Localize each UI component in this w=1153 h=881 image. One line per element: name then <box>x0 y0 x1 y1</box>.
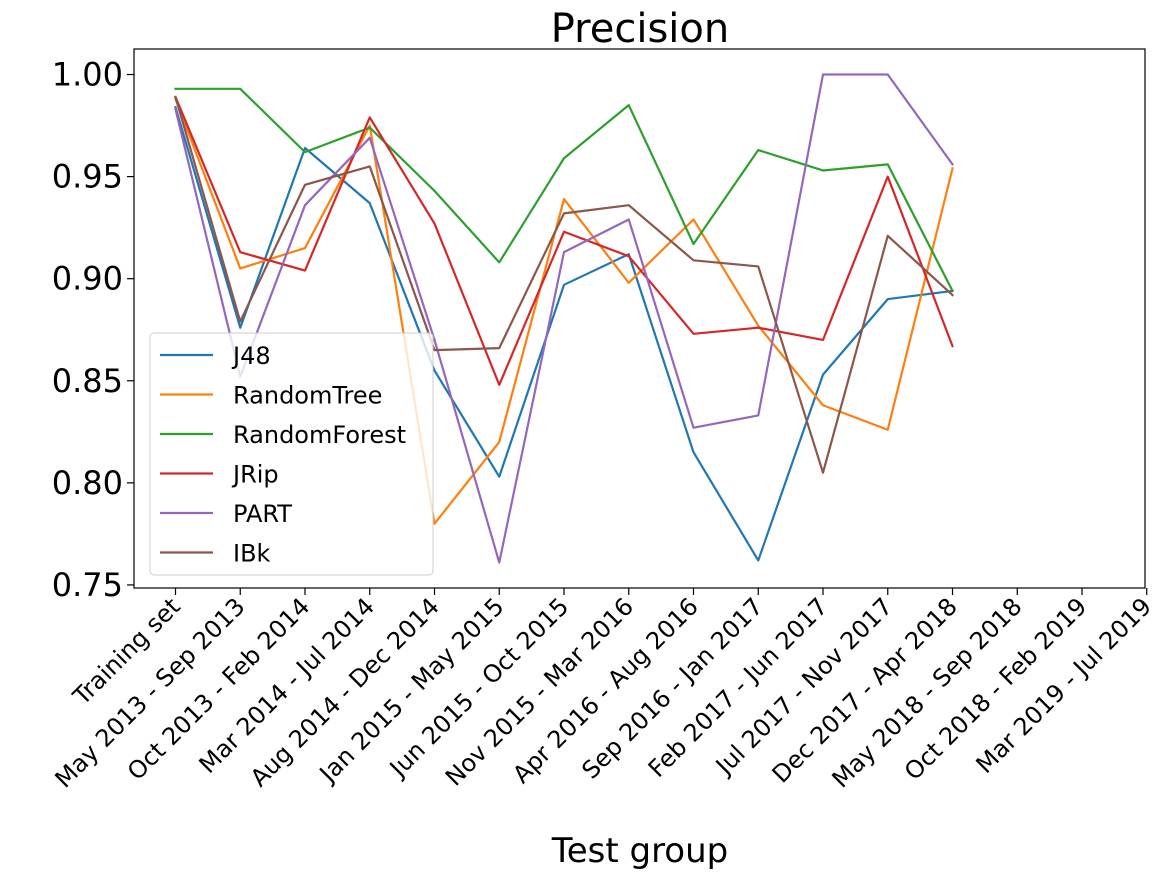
plot-frame <box>133 48 1146 589</box>
series-line-jrip <box>174 95 954 386</box>
series-line-ibk <box>174 95 955 474</box>
legend-label-jrip: JRip <box>231 461 279 489</box>
y-tick-label: 0.95 <box>52 158 123 196</box>
legend-label-randomtree: RandomTree <box>233 382 382 410</box>
x-axis-label: Test group <box>551 831 729 871</box>
legend-label-part: PART <box>233 500 292 528</box>
legend-label-j48: J48 <box>231 342 271 370</box>
series-line-j48 <box>174 105 954 562</box>
chart-title: Precision <box>551 6 729 52</box>
y-tick-label: 0.90 <box>52 260 123 298</box>
legend: J48 RandomTree RandomForest JRip PART IBk <box>149 332 434 576</box>
series-line-randomforest <box>174 87 954 293</box>
y-tick-label: 0.80 <box>52 464 123 502</box>
series-line-randomtree <box>174 97 954 525</box>
legend-label-randomforest: RandomForest <box>233 421 406 449</box>
legend-label-ibk: IBk <box>233 540 271 568</box>
y-tick-label: 0.75 <box>52 566 123 604</box>
legend-box <box>149 332 434 576</box>
y-tick-label: 1.00 <box>52 56 123 94</box>
series-line-part <box>174 73 955 564</box>
y-tick-label: 0.85 <box>52 362 123 400</box>
